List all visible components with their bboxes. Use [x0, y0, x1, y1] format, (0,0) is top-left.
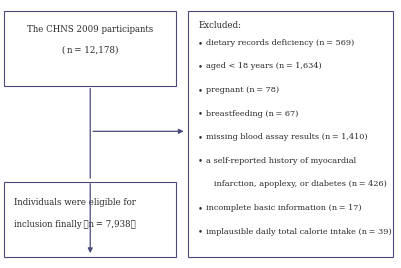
- Text: breastfeeding (n = 67): breastfeeding (n = 67): [206, 110, 298, 118]
- Text: a self-reported history of myocardial: a self-reported history of myocardial: [206, 157, 356, 165]
- Text: •: •: [197, 86, 202, 95]
- Text: •: •: [197, 133, 202, 142]
- Text: incomplete basic information (n = 17): incomplete basic information (n = 17): [206, 204, 362, 212]
- Text: infarction, apoplexy, or diabetes (n = 426): infarction, apoplexy, or diabetes (n = 4…: [206, 180, 387, 188]
- Bar: [188, 11, 393, 257]
- Text: implausible daily total calorie intake (n = 39): implausible daily total calorie intake (…: [206, 228, 392, 236]
- Text: inclusion finally （n = 7,938）: inclusion finally （n = 7,938）: [14, 220, 136, 229]
- Text: aged < 18 years (n = 1,634): aged < 18 years (n = 1,634): [206, 62, 322, 70]
- Bar: [4, 182, 176, 257]
- Text: missing blood assay results (n = 1,410): missing blood assay results (n = 1,410): [206, 133, 368, 141]
- Bar: [4, 11, 176, 86]
- Text: pregnant (n = 78): pregnant (n = 78): [206, 86, 279, 94]
- Text: Individuals were eligible for: Individuals were eligible for: [14, 198, 136, 207]
- Text: Excluded:: Excluded:: [198, 21, 241, 31]
- Text: •: •: [197, 204, 202, 213]
- Text: •: •: [197, 39, 202, 48]
- Text: The CHNS 2009 participants: The CHNS 2009 participants: [27, 25, 153, 35]
- Text: •: •: [197, 62, 202, 72]
- Text: dietary records deficiency (n = 569): dietary records deficiency (n = 569): [206, 39, 354, 47]
- Text: •: •: [197, 228, 202, 237]
- Text: •: •: [197, 110, 202, 119]
- Text: ( n = 12,178): ( n = 12,178): [62, 46, 118, 55]
- Text: •: •: [197, 157, 202, 166]
